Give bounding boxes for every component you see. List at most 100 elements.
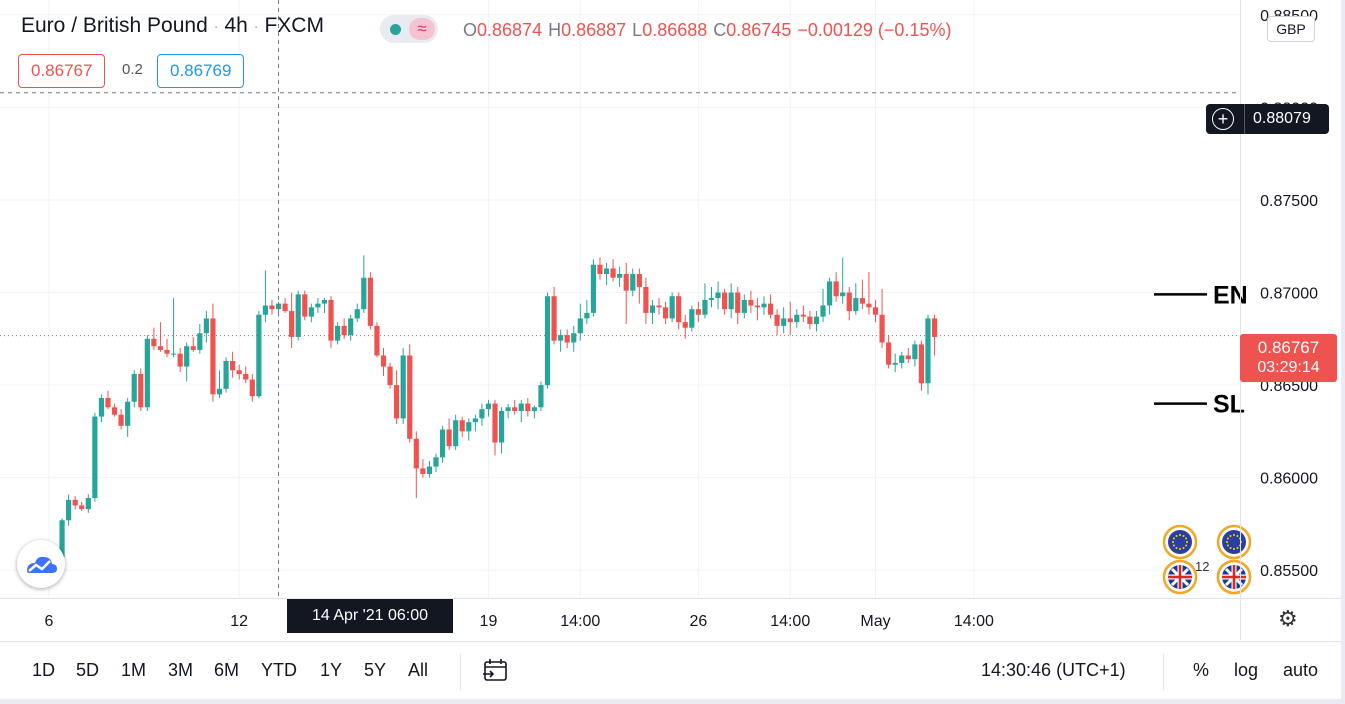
range-6m[interactable]: 6M <box>214 660 240 680</box>
candle-body <box>518 403 524 412</box>
candle-body <box>262 305 269 315</box>
candles <box>52 255 938 574</box>
open-label: O <box>463 20 478 40</box>
symbol-header[interactable]: Euro / British Pound · 4h · FXCM <box>21 14 324 38</box>
candle-body <box>243 373 249 380</box>
clock-timezone[interactable]: 14:30:46 (UTC+1) <box>981 660 1126 680</box>
market-open-dot-icon <box>390 23 401 35</box>
range-1d[interactable]: 1D <box>32 660 56 680</box>
candle-body <box>230 361 236 371</box>
crosshair-price: 0.88079 <box>1253 110 1311 127</box>
eu-flag-star <box>1229 534 1232 537</box>
candle-body <box>741 299 747 313</box>
candle-body <box>256 314 262 397</box>
candle-body <box>656 305 662 308</box>
candle-body <box>348 318 354 336</box>
candle-body <box>676 296 682 323</box>
eu-flag-star <box>1226 544 1229 547</box>
interval-label[interactable]: 4h <box>224 14 248 37</box>
candle-body <box>98 398 105 417</box>
eu-flag-star <box>1186 541 1188 543</box>
event-count: 12 <box>1195 559 1209 574</box>
candle-body <box>728 292 734 310</box>
divider <box>460 654 461 690</box>
candle-body <box>111 407 118 415</box>
range-5y[interactable]: 5Y <box>364 660 387 680</box>
candle-body <box>413 438 419 469</box>
range-5d[interactable]: 5D <box>76 660 100 680</box>
symbol-name[interactable]: Euro / British Pound <box>21 14 208 37</box>
candle-body <box>407 355 413 439</box>
log-toggle[interactable]: log <box>1234 660 1259 680</box>
candle-body <box>479 409 485 419</box>
candle-body <box>367 277 373 326</box>
candle-body <box>813 316 820 324</box>
x-tick-label: 26 <box>689 613 707 630</box>
y-tick-label: 0.86500 <box>1260 378 1318 395</box>
candle-body <box>899 355 905 363</box>
candle-body <box>623 274 629 291</box>
eu-flag-icon <box>1168 530 1192 554</box>
candle-body <box>426 466 433 474</box>
candle-body <box>597 264 603 275</box>
candle-body <box>164 349 170 354</box>
candle-body <box>315 303 321 308</box>
eu-flag-star <box>1182 534 1185 537</box>
range-1y[interactable]: 1Y <box>320 660 343 680</box>
candle-body <box>236 370 242 374</box>
candle-body <box>630 274 636 291</box>
crosshair-price-label[interactable]: + 0.88079 <box>1206 104 1329 134</box>
candle-body <box>905 355 911 360</box>
eu-flag-star <box>1172 541 1174 543</box>
x-tick-label: 6 <box>44 613 53 630</box>
range-ytd[interactable]: YTD <box>261 660 297 680</box>
percent-toggle[interactable]: % <box>1193 660 1210 680</box>
exchange-label[interactable]: FXCM <box>264 14 324 37</box>
auto-toggle[interactable]: auto <box>1283 660 1319 680</box>
buy-price-button[interactable]: 0.86769 <box>157 54 245 88</box>
high-label: H <box>548 20 562 40</box>
sell-price-button[interactable]: 0.86767 <box>18 54 106 88</box>
currency-button[interactable]: GBP <box>1267 16 1315 42</box>
eu-flag-star <box>1179 534 1181 536</box>
x-tick-label: 14:00 <box>770 613 810 630</box>
market-status-pill[interactable]: ≈ <box>380 15 438 43</box>
range-3m[interactable]: 3M <box>168 660 194 680</box>
eu-flag-icon <box>1222 530 1246 554</box>
add-alert-plus-icon[interactable]: + <box>1212 108 1234 130</box>
spread-value: 0.2 <box>122 61 143 78</box>
candle-body <box>92 416 98 499</box>
candle-body <box>617 274 623 278</box>
candle-body <box>131 373 137 402</box>
range-1m[interactable]: 1M <box>121 660 147 680</box>
candle-body <box>794 314 800 323</box>
low-label: L <box>632 20 643 40</box>
candle-body <box>466 422 472 432</box>
range-all[interactable]: All <box>408 660 429 680</box>
last-price-tag: 0.86767 03:29:14 <box>1240 334 1337 382</box>
candle-body <box>289 311 295 337</box>
go-to-date-calendar-icon[interactable] <box>482 658 510 684</box>
candle-body <box>269 305 275 310</box>
wave-icon[interactable]: ≈ <box>409 18 435 40</box>
settings-gear-icon[interactable]: ⚙ <box>1278 606 1298 631</box>
candle-body <box>912 344 918 360</box>
candle-body <box>931 318 938 337</box>
candle-body <box>538 385 544 408</box>
candle-body <box>328 299 334 341</box>
eu-flag-star <box>1236 534 1239 537</box>
y-tick-label: 0.87500 <box>1260 193 1318 210</box>
tradingview-logo[interactable] <box>17 540 65 588</box>
candle-body <box>551 296 557 341</box>
level-label-en: EN <box>1213 281 1248 309</box>
cloud-logo-icon <box>27 556 57 573</box>
window-border <box>1341 0 1345 704</box>
candle-body <box>590 264 597 313</box>
candle-body <box>636 274 642 287</box>
candle-body <box>820 305 826 317</box>
candle-body <box>807 316 813 324</box>
candle-body <box>610 268 616 278</box>
eu-flag-star <box>1175 547 1178 550</box>
